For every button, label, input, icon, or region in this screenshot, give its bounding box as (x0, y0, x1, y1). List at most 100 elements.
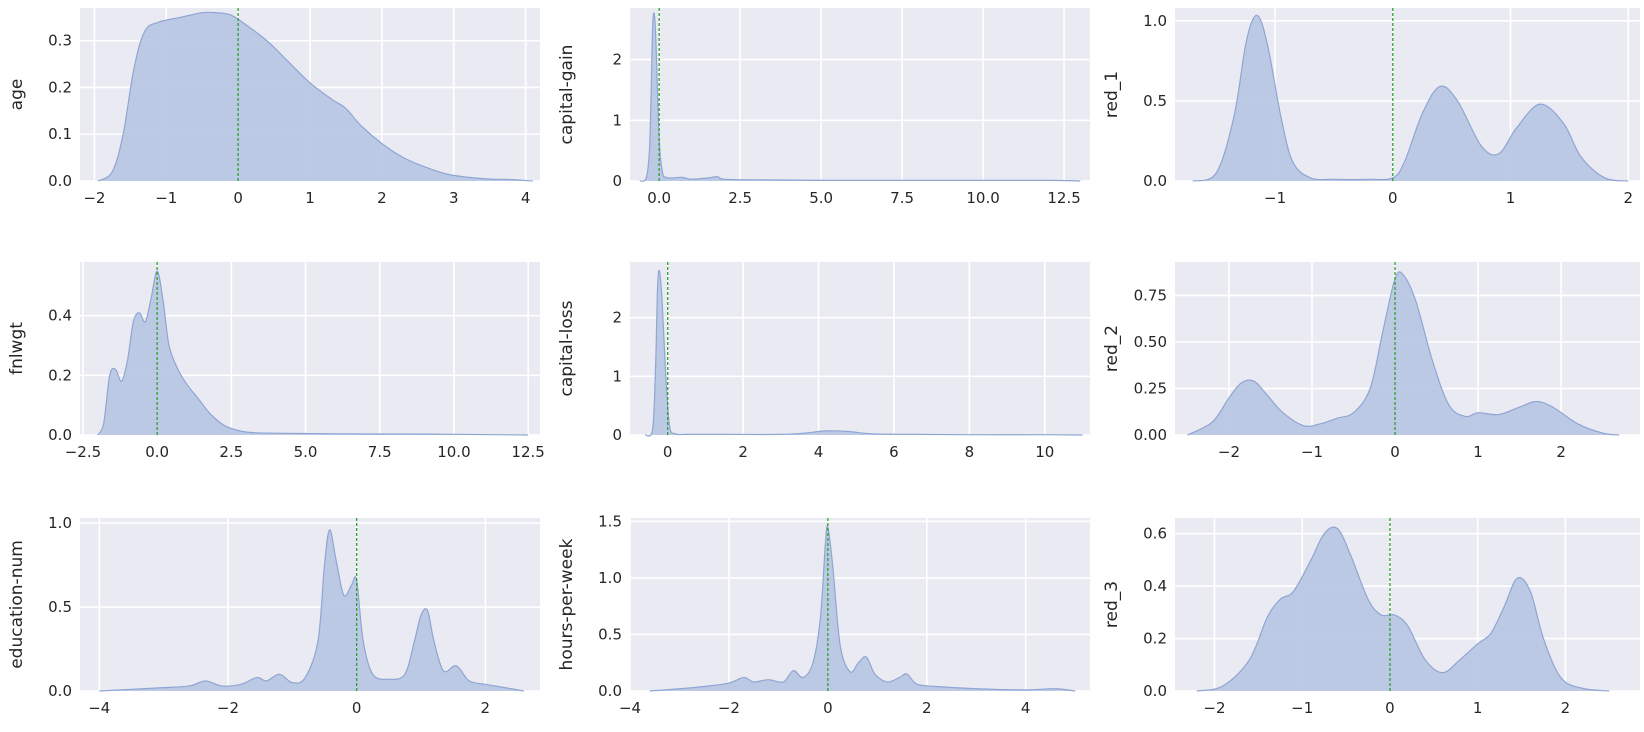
y-tick-label: 0.1 (48, 125, 72, 143)
x-tick-label: 4 (1021, 699, 1031, 717)
x-tick-label: 1 (1473, 443, 1483, 461)
y-tick-label: 0.4 (48, 307, 72, 325)
x-tick-label: 0 (233, 189, 243, 207)
x-tick-label: −1 (1264, 189, 1286, 207)
density-line (649, 525, 1076, 692)
y-tick-label: 0.75 (1134, 286, 1167, 304)
x-tick-label: −2 (83, 189, 105, 207)
subplot-capital-loss: 0 2 4 6 8 10 0 1 2 capital-loss (557, 262, 1090, 461)
y-tick-label: 0.2 (1143, 630, 1167, 648)
y-axis-label: red_2 (1102, 325, 1122, 372)
x-tick-label: 4 (521, 189, 531, 207)
x-tick-label: −2 (1218, 443, 1240, 461)
y-tick-label: 0.2 (48, 366, 72, 384)
x-tick-label: 2.5 (219, 443, 243, 461)
x-tick-label: 10.0 (966, 189, 999, 207)
y-tick-label: 0.5 (48, 598, 72, 616)
subplot-hours-per-week: −4 −2 0 2 4 0.0 0.5 1.0 1.5 hours-per-week (557, 512, 1090, 717)
density-area (99, 529, 524, 691)
x-tick-label: 1 (1506, 189, 1516, 207)
x-tick-label: −2 (217, 699, 239, 717)
y-tick-label: 1.5 (598, 512, 622, 530)
density-line (99, 529, 525, 692)
y-tick-label: 1.0 (598, 569, 622, 587)
x-tick-label: 5.0 (294, 443, 318, 461)
y-axis-label: red_1 (1102, 71, 1122, 118)
y-tick-label: 0.2 (48, 78, 72, 96)
y-axis-label: age (7, 79, 27, 111)
x-tick-label: 7.5 (368, 443, 392, 461)
x-tick-label: 6 (889, 443, 899, 461)
x-tick-label: 2 (377, 189, 387, 207)
x-tick-label: 0 (1388, 189, 1398, 207)
subplot-red_1: −1 0 1 2 0.0 0.5 1.0 red_1 (1102, 8, 1640, 207)
y-tick-label: 0.25 (1134, 379, 1167, 397)
x-tick-label: −1 (1291, 699, 1313, 717)
y-tick-label: 0.3 (48, 32, 72, 50)
y-tick-label: 0.6 (1143, 525, 1167, 543)
density-area (1187, 271, 1620, 435)
x-tick-label: 2 (1556, 443, 1566, 461)
x-tick-label: −4 (88, 699, 110, 717)
y-tick-label: 0.0 (48, 172, 72, 190)
x-tick-label: 1 (1473, 699, 1483, 717)
y-tick-label: 1 (612, 111, 622, 129)
subplot-age: −2 −1 0 1 2 3 4 0.0 0.1 0.2 0.3 age (7, 8, 540, 207)
y-axis-label: fnlwgt (7, 322, 27, 375)
y-tick-label: 0.00 (1134, 426, 1167, 444)
y-tick-label: 0.0 (1143, 682, 1167, 700)
x-tick-label: 2 (481, 699, 491, 717)
x-tick-label: 10 (1035, 443, 1054, 461)
x-tick-label: 7.5 (890, 189, 914, 207)
y-axis-label: red_3 (1102, 581, 1122, 628)
y-tick-label: 0.0 (48, 682, 72, 700)
density-area (1192, 15, 1629, 182)
x-tick-label: −2 (718, 699, 740, 717)
x-tick-label: 0 (352, 699, 362, 717)
subplot-red_3: −2 −1 0 1 2 0.0 0.2 0.4 0.6 red_3 (1102, 518, 1640, 717)
x-tick-label: 1 (305, 189, 315, 207)
density-line (97, 11, 533, 182)
subplot-capital-gain: 0.0 2.5 5.0 7.5 10.0 12.5 0 1 2 capital-gain (557, 8, 1090, 207)
plot-background (630, 8, 1090, 181)
density-line (639, 12, 1081, 182)
y-axis-label: capital-loss (557, 300, 577, 396)
x-tick-label: 0 (1385, 699, 1395, 717)
y-tick-label: 0.5 (1143, 92, 1167, 110)
x-tick-label: 8 (965, 443, 975, 461)
x-tick-label: 3 (449, 189, 459, 207)
y-axis-label: education-num (7, 540, 27, 669)
y-tick-label: 0.0 (598, 682, 622, 700)
density-line (1196, 526, 1610, 692)
y-tick-label: 1.0 (1143, 12, 1167, 30)
y-tick-label: 0 (612, 172, 622, 190)
x-tick-label: −1 (155, 189, 177, 207)
x-tick-label: 5.0 (809, 189, 833, 207)
y-tick-label: 0.4 (1143, 577, 1167, 595)
x-tick-label: 2 (922, 699, 932, 717)
y-tick-label: 2 (612, 309, 622, 327)
y-tick-label: 2 (612, 51, 622, 69)
x-tick-label: −2 (1203, 699, 1225, 717)
y-axis-label: hours-per-week (557, 538, 577, 670)
density-line (644, 269, 1083, 437)
y-tick-label: 1 (612, 367, 622, 385)
x-tick-label: 12.5 (511, 443, 544, 461)
y-axis-label: capital-gain (557, 45, 577, 145)
density-line (97, 270, 529, 436)
y-tick-label: 0 (612, 426, 622, 444)
x-tick-label: 0 (823, 699, 833, 717)
x-tick-label: 4 (814, 443, 824, 461)
x-tick-label: 2 (1561, 699, 1571, 717)
y-tick-label: 0.5 (598, 625, 622, 643)
x-tick-label: 2 (738, 443, 748, 461)
x-tick-label: 10.0 (437, 443, 470, 461)
y-tick-label: 1.0 (48, 514, 72, 532)
density-line (1192, 14, 1629, 182)
x-tick-label: 0.0 (145, 443, 169, 461)
density-area (1196, 527, 1610, 691)
plot-background (80, 518, 540, 691)
subplot-education-num: −4 −2 0 2 0.0 0.5 1.0 education-num (7, 514, 540, 717)
x-tick-label: −1 (1301, 443, 1323, 461)
